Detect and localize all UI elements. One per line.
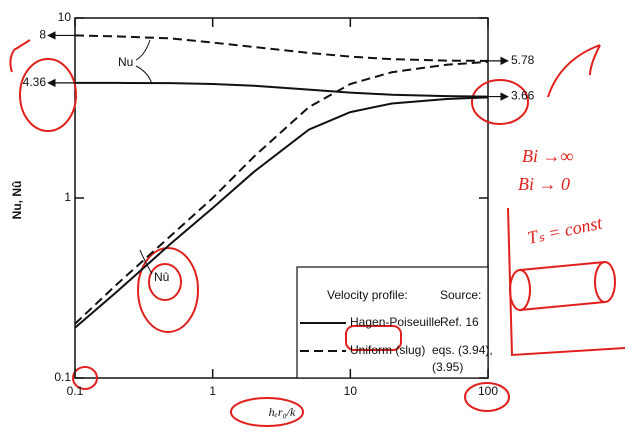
page: Nu, Nû hₑr₀/k Velocity profile: Source: … [0, 0, 635, 433]
handwritten-note: Bi →∞ [522, 146, 573, 166]
legend-label: Uniform (slug) [350, 343, 425, 357]
y-tick-label: 0.1 [54, 370, 71, 384]
x-tick-label: 0.1 [67, 384, 84, 398]
value-label: 8 [39, 28, 46, 42]
curve-label: Nu [118, 55, 133, 69]
y-tick-label: 10 [58, 10, 72, 24]
value-label: 4.36 [23, 75, 47, 89]
leader-line [136, 40, 152, 84]
x-tick-label: 1 [209, 384, 216, 398]
legend-title: Velocity profile: [327, 288, 408, 302]
legend-source-title: Source: [440, 288, 481, 302]
y-axis-label: Nu, Nû [10, 181, 24, 220]
legend-source: eqs. (3.94), [432, 343, 493, 357]
x-tick-label: 10 [344, 384, 358, 398]
x-axis-label: hₑr₀/k [269, 405, 296, 419]
y-tick-label: 1 [64, 190, 71, 204]
curve [75, 83, 488, 97]
curve-label: Nû [154, 270, 169, 284]
legend-label: Hagen-Poiseuille [350, 315, 441, 329]
value-label: 5.78 [511, 53, 535, 67]
chart: Nu, Nû hₑr₀/k Velocity profile: Source: … [0, 0, 635, 433]
legend-source: Ref. 16 [440, 315, 479, 329]
x-tick-label: 100 [478, 384, 498, 398]
handwritten-note: Bi → 0 [518, 174, 570, 194]
value-label: 3.66 [511, 89, 535, 103]
curve [75, 35, 488, 61]
legend-source: (3.95) [432, 360, 463, 374]
handwritten-note: Tₛ = const [526, 212, 605, 248]
